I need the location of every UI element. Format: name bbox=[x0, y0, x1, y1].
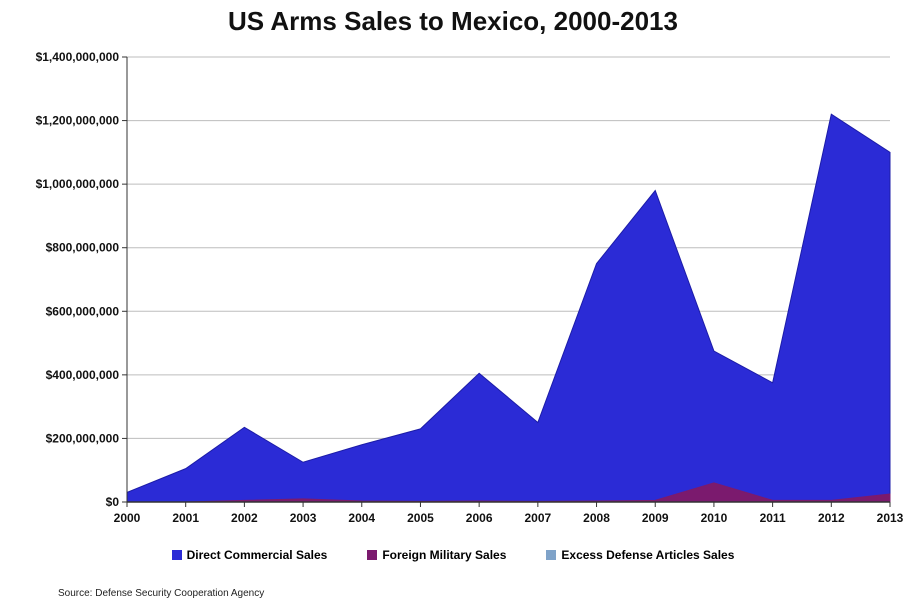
axes bbox=[122, 56, 891, 507]
legend-label: Foreign Military Sales bbox=[382, 548, 507, 562]
x-tick-label: 2009 bbox=[642, 511, 669, 525]
y-tick-label: $800,000,000 bbox=[46, 241, 120, 255]
y-tick-label: $1,400,000,000 bbox=[36, 50, 120, 64]
legend-item-foreign-military: Foreign Military Sales bbox=[367, 548, 506, 562]
x-tick-label: 2008 bbox=[583, 511, 610, 525]
x-tick-label: 2010 bbox=[701, 511, 728, 525]
chart-title: US Arms Sales to Mexico, 2000-2013 bbox=[228, 6, 678, 36]
y-tick-label: $600,000,000 bbox=[46, 304, 120, 318]
legend-swatch bbox=[171, 550, 182, 560]
legend-label: Direct Commercial Sales bbox=[186, 548, 328, 562]
y-tick-label: $400,000,000 bbox=[46, 368, 120, 382]
x-tick-label: 2006 bbox=[466, 511, 493, 525]
area-series bbox=[126, 113, 891, 503]
x-tick-label: 2002 bbox=[231, 511, 258, 525]
legend-item-excess-defense: Excess Defense Articles Sales bbox=[546, 548, 734, 562]
y-tick-label: $200,000,000 bbox=[46, 431, 120, 445]
x-tick-label: 2004 bbox=[348, 511, 375, 525]
y-tick-label: $1,200,000,000 bbox=[36, 114, 120, 128]
area-direct-commercial-sales bbox=[126, 113, 891, 503]
x-tick-label: 2011 bbox=[760, 511, 786, 525]
x-tick-label: 2001 bbox=[172, 511, 199, 525]
x-tick-label: 2012 bbox=[818, 511, 845, 525]
x-tick-label: 2013 bbox=[877, 511, 904, 525]
legend-label: Excess Defense Articles Sales bbox=[561, 548, 735, 562]
x-tick-label: 2005 bbox=[407, 511, 434, 525]
y-tick-label: $1,000,000,000 bbox=[36, 177, 120, 191]
x-tick-label: 2003 bbox=[290, 511, 317, 525]
x-tick-label: 2007 bbox=[524, 511, 551, 525]
legend-item-direct-commercial: Direct Commercial Sales bbox=[171, 548, 328, 562]
tick-labels: $0 $200,000,000 $400,000,000 $600,000,000 $8… bbox=[36, 50, 904, 525]
legend: Direct Commercial Sales Foreign Military… bbox=[0, 548, 906, 562]
source-note: Source: Defense Security Cooperation Age… bbox=[58, 588, 265, 599]
x-tick-label: 2000 bbox=[114, 511, 141, 525]
area-foreign-military-sales bbox=[127, 482, 891, 503]
y-tick-label: $0 bbox=[106, 495, 120, 509]
legend-swatch bbox=[546, 550, 557, 560]
legend-swatch bbox=[367, 550, 378, 560]
